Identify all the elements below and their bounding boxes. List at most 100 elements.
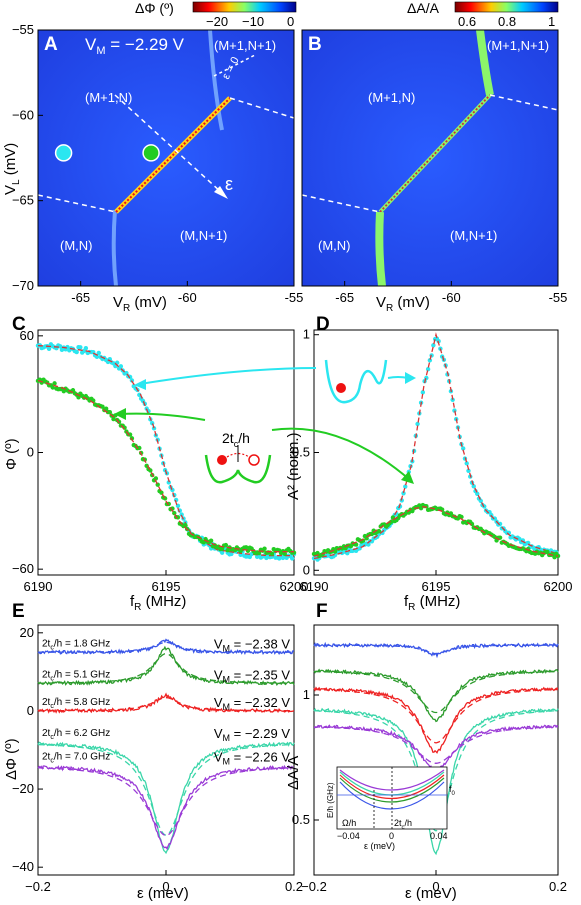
point-d-0-91 xyxy=(471,484,476,489)
trace-f-1 xyxy=(313,668,559,723)
point-c-1-55 xyxy=(137,445,142,451)
region-label-a-0: (M+1,N+1) xyxy=(214,38,276,53)
panel-b: B (M+1,N+1) (M+1,N) (M,N) (M,N+1) -65 -60… xyxy=(301,0,567,314)
region-label-a-2: (M,N) xyxy=(60,238,93,253)
ytick-label-d-1: 0.5 xyxy=(292,445,310,460)
region-label-b-3: (M,N+1) xyxy=(450,228,497,243)
epsilon-zero-line-a xyxy=(213,54,256,77)
point-d-0-31 xyxy=(366,542,371,547)
colorbar-b xyxy=(454,1,559,13)
tc-label-e-1: 2tc/h = 5.1 GHz xyxy=(42,670,110,683)
marker-a-0 xyxy=(54,144,73,162)
ylabel-d: A² (norm.) xyxy=(285,432,302,500)
panel-label-d: D xyxy=(316,314,330,335)
inset-ylabel: E/h (GHz) xyxy=(326,782,335,818)
point-d-1-37 xyxy=(376,528,382,534)
tc-label-c: 2tc/h xyxy=(222,430,250,449)
interdot-line-a-core xyxy=(115,97,231,213)
fit-f-3 xyxy=(314,710,558,832)
point-d-1-137 xyxy=(552,554,557,560)
fit-e-2 xyxy=(38,697,294,712)
point-c-0-32 xyxy=(94,354,100,360)
point-c-0-12 xyxy=(57,344,63,349)
ytick-label-e-3: −40 xyxy=(12,859,34,874)
arrow-green-d-head xyxy=(401,471,414,484)
xtick-label-f-1: 0 xyxy=(432,879,439,894)
point-d-0-80 xyxy=(452,408,457,413)
charge-right xyxy=(248,454,260,466)
single-well-inset xyxy=(324,359,388,404)
frame-a xyxy=(37,29,295,287)
epsilon-arrow-a xyxy=(214,186,228,199)
point-d-0-59 xyxy=(415,421,420,427)
fit-c-0 xyxy=(37,344,294,557)
tc-label-e-4: 2tc/h = 7.0 GHz xyxy=(42,752,110,765)
tc-label-e-0: 2tc/h = 1.8 GHz xyxy=(42,638,110,651)
fit-d-1 xyxy=(313,506,559,557)
inset-xlabel: ε (meV) xyxy=(364,841,395,851)
point-d-0-51 xyxy=(401,491,406,496)
point-d-1-30 xyxy=(364,536,369,541)
point-c-0-63 xyxy=(151,426,157,431)
point-c-1-127 xyxy=(269,551,275,556)
point-d-0-87 xyxy=(464,461,469,466)
vertical-line-b-bot xyxy=(375,211,386,287)
inset-xtick-1: 0 xyxy=(389,831,394,841)
point-c-1-64 xyxy=(153,476,159,481)
vm-label-e-3: VM = −2.29 V xyxy=(214,726,290,743)
xtick-label-c-2: 6200 xyxy=(280,579,309,594)
inset-omega-label: Ω/h xyxy=(342,818,356,828)
fit-e-0 xyxy=(38,641,294,653)
point-d-1-24 xyxy=(353,542,359,547)
xlabel-d: fR (MHz) xyxy=(404,593,460,613)
point-c-0-138 xyxy=(289,556,295,561)
double-well-inset: 2tc/h xyxy=(204,430,272,484)
xtick-label-d-1: 6195 xyxy=(422,579,451,594)
trace-f-4 xyxy=(313,724,559,772)
fit-f-0 xyxy=(314,644,558,655)
fit-c-1 xyxy=(37,379,294,553)
trace-f-0 xyxy=(313,641,559,659)
xtick-label-d-0: 6190 xyxy=(300,579,329,594)
panel-label-e: E xyxy=(12,601,25,622)
colorbar-tick-b-1: 0.8 xyxy=(498,14,516,29)
ytick-label-f-1: 0.5 xyxy=(292,812,310,827)
region-label-b-1: (M+1,N) xyxy=(368,90,415,105)
point-c-1-100 xyxy=(219,546,225,551)
inset-xtick-2: 0.04 xyxy=(430,831,448,841)
dashed-line-a1 xyxy=(37,194,117,213)
inset-band-4 xyxy=(339,777,445,803)
panel-label-c: C xyxy=(12,314,26,335)
ytick-label-d-0: 1 xyxy=(303,327,310,342)
point-c-0-6 xyxy=(46,346,52,352)
ylabel-f: ΔA/A xyxy=(285,756,302,790)
ylabel-c: Φ (º) xyxy=(3,438,20,470)
point-c-0-21 xyxy=(74,349,79,355)
point-d-0-66 xyxy=(427,358,433,363)
xtick-label-a-0: -65 xyxy=(71,290,90,305)
arrow-cyan-c xyxy=(139,367,317,385)
point-c-1-94 xyxy=(208,538,214,543)
heatmap-a xyxy=(38,30,294,286)
ytick-label-e-2: −20 xyxy=(12,781,34,796)
point-c-1-120 xyxy=(256,550,262,556)
point-d-0-95 xyxy=(478,498,483,504)
xtick-label-b-0: -65 xyxy=(335,290,354,305)
ytick-label-c-2: −60 xyxy=(12,561,34,576)
point-c-1-51 xyxy=(129,436,135,441)
point-c-1-39 xyxy=(107,409,113,415)
colorbar-tick-b-2: 1 xyxy=(548,14,555,29)
colorbar-title-b: ΔA/A xyxy=(407,0,440,16)
point-d-0-52 xyxy=(403,484,408,489)
ytick-label-a-0: −55 xyxy=(12,22,34,37)
xlabel-a: VR (mV) xyxy=(113,294,167,314)
inset-band-1 xyxy=(339,769,445,791)
colorbar-tick-a-1: −10 xyxy=(242,14,264,29)
xtick-label-c-1: 6195 xyxy=(152,579,181,594)
charge-line-a xyxy=(208,29,224,131)
point-d-0-65 xyxy=(425,366,431,372)
arrow-cyan-d-head xyxy=(405,372,416,384)
arrow-green-d xyxy=(271,427,411,481)
xtick-label-c-0: 6190 xyxy=(24,579,53,594)
marker-a-1 xyxy=(142,144,160,162)
